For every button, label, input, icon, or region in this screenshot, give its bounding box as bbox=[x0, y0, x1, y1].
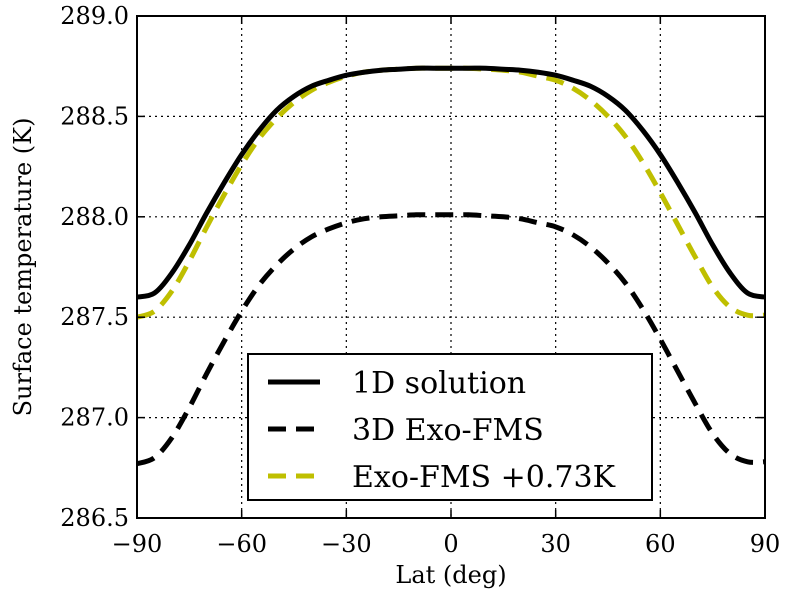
series-layer bbox=[136, 65, 766, 467]
y-tick-label: 286.5 bbox=[60, 504, 129, 532]
legend-label-exo-fms-offset: Exo-FMS +0.73K bbox=[352, 460, 616, 495]
legend-box bbox=[247, 353, 653, 501]
y-tick-label: 289.0 bbox=[60, 2, 129, 30]
y-tick-label: 287.5 bbox=[60, 303, 129, 331]
x-tick-label: 60 bbox=[645, 530, 676, 558]
ticks: −90 −60 −30 0 30 60 90 286.5 287.0 287.5 288.0 288.… bbox=[60, 2, 780, 558]
x-tick-label: 0 bbox=[443, 530, 458, 558]
y-tick-label: 287.0 bbox=[60, 404, 129, 432]
x-tick-label: −60 bbox=[216, 530, 267, 558]
x-tick-label: −90 bbox=[112, 530, 163, 558]
series-line-1d-solution bbox=[136, 65, 766, 300]
y-tick-label: 288.0 bbox=[60, 203, 129, 231]
legend-label-3d-exo-fms: 3D Exo-FMS bbox=[352, 413, 544, 448]
x-tick-label: −30 bbox=[321, 530, 372, 558]
series-line-exo-fms-0-73k bbox=[136, 65, 766, 320]
x-tick-label: 30 bbox=[540, 530, 571, 558]
y-tick-label: 288.5 bbox=[60, 102, 129, 130]
y-axis-label: Surface temperature (K) bbox=[9, 118, 37, 417]
series-line-3d-exo-fms bbox=[136, 212, 766, 467]
x-axis-label: Lat (deg) bbox=[395, 561, 506, 589]
legend: 1D solution 3D Exo-FMS Exo-FMS +0.73K bbox=[247, 353, 653, 501]
x-tick-label: 90 bbox=[750, 530, 781, 558]
legend-label-1d-solution: 1D solution bbox=[352, 366, 526, 401]
